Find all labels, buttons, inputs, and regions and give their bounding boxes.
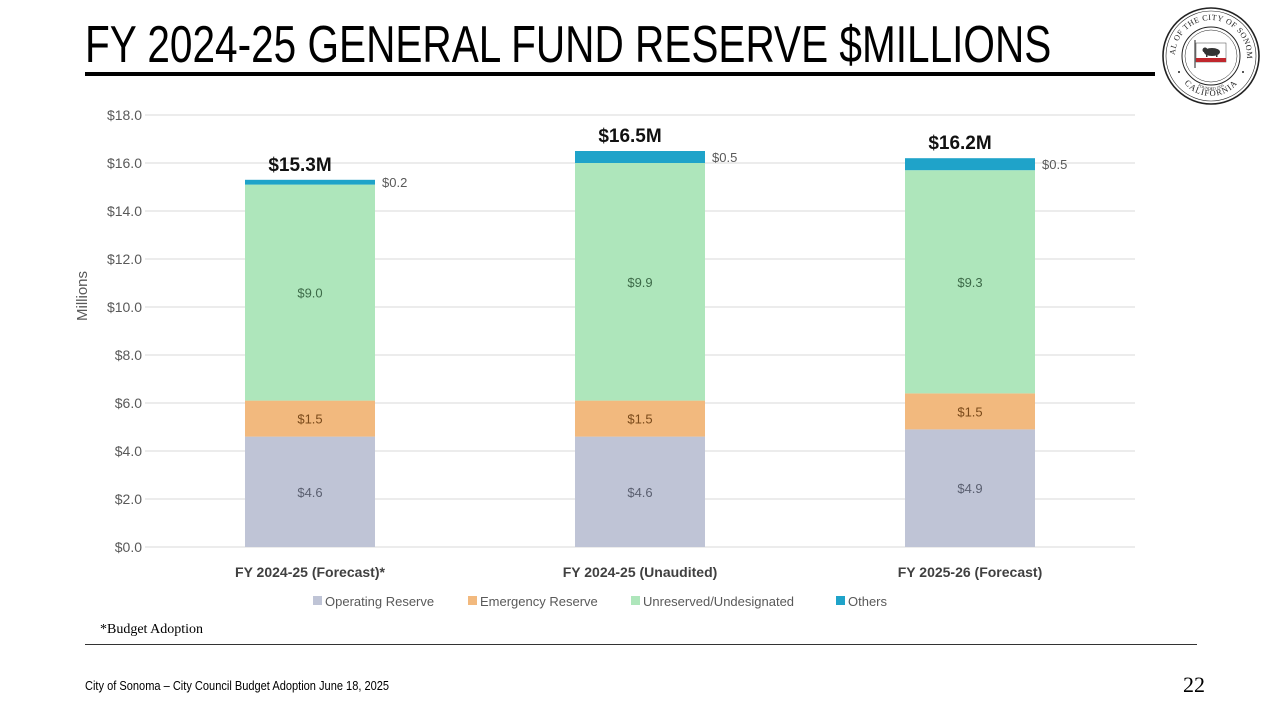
bar-segment-operating bbox=[905, 429, 1035, 547]
legend: Operating Reserve Emergency Reserve Unrese… bbox=[313, 594, 888, 609]
data-label-emergency: $1.5 bbox=[957, 404, 982, 419]
y-axis-label: Millions bbox=[74, 271, 91, 321]
bar-segment-operating bbox=[575, 436, 705, 547]
y-tick-label: $4.0 bbox=[115, 443, 142, 459]
bar-segment-emergency bbox=[575, 400, 705, 437]
x-category-label: FY 2024-25 (Forecast)* bbox=[235, 564, 385, 580]
x-axis-ticks: FY 2024-25 (Forecast)* FY 2024-25 (Unaudi… bbox=[235, 564, 1042, 580]
bar-total-label: $16.5M bbox=[598, 126, 661, 147]
y-tick-label: $16.0 bbox=[107, 155, 142, 171]
data-label-others: $0.5 bbox=[712, 150, 737, 165]
y-tick-label: $14.0 bbox=[107, 203, 142, 219]
y-tick-label: $2.0 bbox=[115, 491, 142, 507]
y-tick-label: $18.0 bbox=[107, 107, 142, 123]
legend-label-unreserved: Unreserved/Undesignated bbox=[643, 594, 794, 609]
legend-swatch-others bbox=[836, 596, 845, 605]
y-axis-ticks: $0.0 $2.0 $4.0 $6.0 $8.0 $10.0 $12.0 $14.0 $16.0… bbox=[107, 107, 142, 555]
legend-label-emergency: Emergency Reserve bbox=[480, 594, 598, 609]
bars bbox=[245, 151, 1035, 547]
data-label-unreserved: $9.9 bbox=[627, 275, 652, 290]
data-label-others: $0.2 bbox=[382, 175, 407, 190]
y-tick-label: $8.0 bbox=[115, 347, 142, 363]
data-label-operating: $4.9 bbox=[957, 481, 982, 496]
data-label-unreserved: $9.3 bbox=[957, 275, 982, 290]
bar-segment-others bbox=[575, 151, 705, 163]
bar-total-label: $16.2M bbox=[928, 133, 991, 154]
legend-swatch-emergency bbox=[468, 596, 477, 605]
bar-segment-others bbox=[245, 179, 375, 185]
data-labels: $4.6 $1.5 $9.0 $0.2 $15.3M $4.6 $1.5 $9.9 $0.5 $1… bbox=[268, 126, 1067, 500]
bar-segment-others bbox=[905, 158, 1035, 171]
data-label-others: $0.5 bbox=[1042, 157, 1067, 172]
footer-divider bbox=[85, 644, 1197, 645]
slide-title: FY 2024-25 GENERAL FUND RESERVE $MILLION… bbox=[85, 16, 1052, 74]
data-label-emergency: $1.5 bbox=[627, 412, 652, 427]
legend-swatch-unreserved bbox=[631, 596, 640, 605]
data-label-operating: $4.6 bbox=[297, 485, 322, 500]
footnote: *Budget Adoption bbox=[100, 622, 204, 637]
bar-total-label: $15.3M bbox=[268, 155, 331, 176]
seal-founded-text: FOUNDED 1835 bbox=[1197, 83, 1225, 91]
legend-swatch-operating bbox=[313, 596, 322, 605]
legend-label-others: Others bbox=[848, 594, 888, 609]
bar-segment-operating bbox=[245, 436, 375, 547]
city-seal-logo: SEAL OF THE CITY OF SONOMA CALIFORNIA FO… bbox=[1161, 6, 1260, 105]
y-tick-label: $0.0 bbox=[115, 539, 142, 555]
data-label-unreserved: $9.0 bbox=[297, 286, 322, 301]
bear-flag-icon bbox=[1194, 40, 1227, 68]
x-category-label: FY 2025-26 (Forecast) bbox=[898, 564, 1042, 580]
bar-segment-unreserved bbox=[575, 163, 705, 401]
svg-text:FOUNDED 1835: FOUNDED 1835 bbox=[1197, 83, 1225, 91]
data-label-operating: $4.6 bbox=[627, 485, 652, 500]
title-underline bbox=[85, 72, 1155, 76]
y-tick-label: $12.0 bbox=[107, 251, 142, 267]
page-number: 22 bbox=[1183, 672, 1205, 697]
y-tick-label: $6.0 bbox=[115, 395, 142, 411]
y-tick-label: $10.0 bbox=[107, 299, 142, 315]
x-category-label: FY 2024-25 (Unaudited) bbox=[563, 564, 718, 580]
legend-label-operating: Operating Reserve bbox=[325, 594, 434, 609]
footer-text: City of Sonoma – City Council Budget Ado… bbox=[85, 678, 390, 693]
bar-segment-emergency bbox=[245, 400, 375, 437]
data-label-emergency: $1.5 bbox=[297, 412, 322, 427]
bar-segment-unreserved bbox=[245, 184, 375, 401]
bar-segment-emergency bbox=[905, 393, 1035, 430]
bar-segment-unreserved bbox=[905, 170, 1035, 394]
